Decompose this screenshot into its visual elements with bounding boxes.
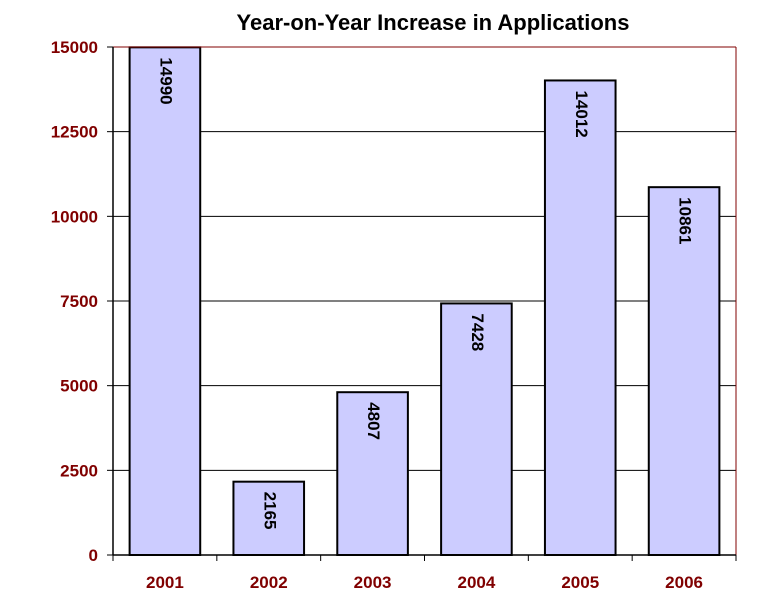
data-label-2003: 4807 <box>364 402 383 440</box>
x-tick-label-2006: 2006 <box>665 573 703 592</box>
gridlines <box>113 46 736 471</box>
y-tick-label-10000: 10000 <box>51 207 98 226</box>
data-label-2006: 10861 <box>676 197 695 244</box>
data-label-2001: 14990 <box>156 57 175 104</box>
data-label-2002: 2165 <box>260 492 279 530</box>
axes: 2001 2002 2003 2004 2005 2006 0 2500 5000 7500 100… <box>51 38 737 592</box>
data-label-2004: 7428 <box>468 313 487 351</box>
bar-2005 <box>543 79 617 556</box>
x-tick-label-2002: 2002 <box>250 573 288 592</box>
bar-2006 <box>647 186 721 556</box>
y-tick-label-5000: 5000 <box>60 377 98 396</box>
y-tick-label-15000: 15000 <box>51 38 98 57</box>
x-tick-label-2004: 2004 <box>458 573 496 592</box>
bars <box>128 46 721 557</box>
x-tick-label-2001: 2001 <box>146 573 184 592</box>
data-label-2005: 14012 <box>572 90 591 137</box>
chart-title: Year-on-Year Increase in Applications <box>236 10 630 35</box>
bar-2001 <box>128 46 202 557</box>
x-tick-label-2005: 2005 <box>561 573 599 592</box>
y-tick-label-2500: 2500 <box>60 461 98 480</box>
y-tick-label-12500: 12500 <box>51 123 98 142</box>
y-tick-label-7500: 7500 <box>60 292 98 311</box>
x-tick-label-2003: 2003 <box>354 573 392 592</box>
y-tick-label-0: 0 <box>89 546 98 565</box>
data-labels: 14990 2165 4807 7428 14012 10861 <box>156 57 694 529</box>
